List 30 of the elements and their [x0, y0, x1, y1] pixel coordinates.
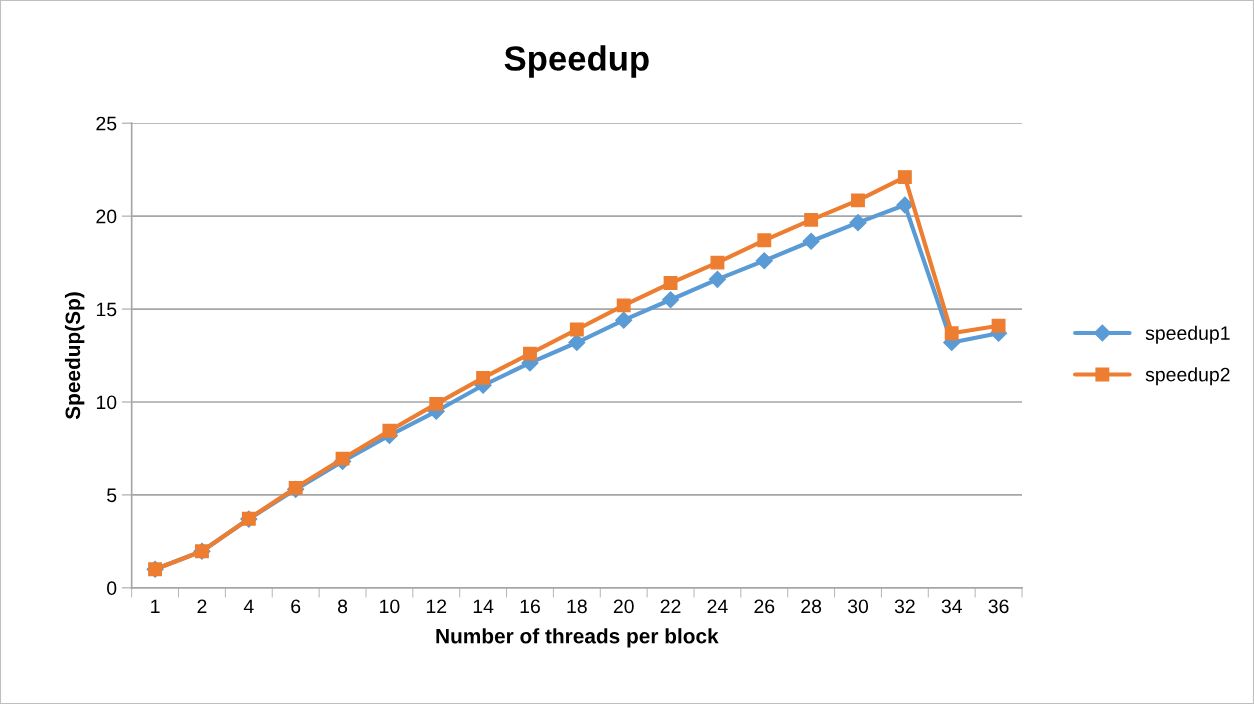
x-axis-title: Number of threads per block — [436, 628, 719, 648]
x-tick-label: 30 — [847, 599, 869, 614]
chart-title: Speedup — [504, 45, 649, 78]
x-tick-label: 8 — [337, 599, 348, 614]
x-tick-label: 26 — [754, 599, 775, 614]
x-tick-label: 20 — [613, 599, 634, 614]
x-tick-label: 22 — [660, 599, 681, 614]
legend-label: speedup2 — [1145, 367, 1230, 386]
x-tick-label: 36 — [988, 599, 1009, 614]
y-axis-title: Speedup(Sp) — [64, 292, 85, 420]
x-tick-label: 6 — [291, 599, 301, 614]
y-tick-label: 20 — [96, 209, 117, 224]
x-tick-label: 18 — [567, 599, 587, 614]
x-tick-label: 4 — [243, 599, 254, 614]
x-tick-label: 28 — [801, 599, 822, 614]
x-tick-label: 32 — [894, 599, 915, 614]
y-tick-label: 25 — [96, 116, 117, 131]
x-tick-label: 14 — [473, 599, 494, 614]
x-tick-label: 16 — [520, 599, 540, 614]
legend-label: speedup1 — [1145, 325, 1230, 344]
y-tick-label: 5 — [107, 488, 117, 503]
y-tick-label: 10 — [96, 395, 117, 410]
y-tick-label: 0 — [107, 581, 117, 596]
x-tick-label: 12 — [426, 599, 447, 614]
x-tick-label: 24 — [707, 599, 728, 614]
x-tick-label: 2 — [197, 599, 207, 614]
y-tick-label: 15 — [96, 302, 117, 317]
x-tick-label: 1 — [151, 599, 160, 614]
x-tick-label: 10 — [380, 599, 400, 614]
x-tick-label: 34 — [941, 599, 962, 614]
